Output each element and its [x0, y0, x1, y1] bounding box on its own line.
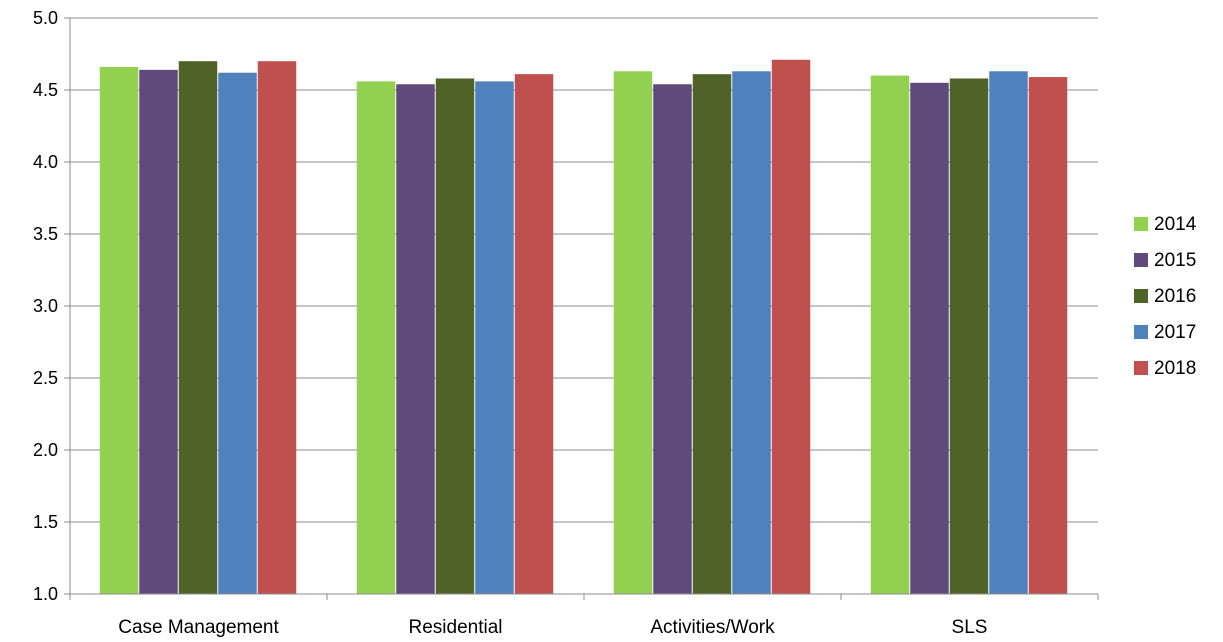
bar-2018-0 — [257, 61, 297, 594]
x-category-label: Case Management — [118, 617, 279, 638]
x-category-label: SLS — [952, 617, 988, 638]
x-axis-category-labels: Case Management Residential Activities/Wor… — [118, 617, 987, 638]
axes — [69, 18, 1099, 600]
legend-swatch-2018 — [1134, 361, 1148, 375]
y-tick-label: 1.0 — [33, 584, 58, 604]
legend-label-2014: 2014 — [1154, 214, 1197, 235]
bar-2015-2 — [653, 84, 692, 595]
bar-2018-3 — [1028, 77, 1068, 595]
legend-swatch-2016 — [1134, 289, 1148, 303]
y-tick-label: 1.5 — [33, 512, 58, 532]
y-tick-label: 5.0 — [33, 8, 58, 28]
y-tick-label: 3.0 — [33, 296, 58, 316]
bar-2017-2 — [732, 71, 771, 594]
bar-2014-2 — [613, 71, 653, 594]
bar-2016-2 — [692, 74, 732, 594]
bar-2014-1 — [356, 81, 396, 595]
legend-swatch-2015 — [1134, 253, 1148, 267]
x-category-label: Residential — [409, 617, 503, 638]
bar-2018-2 — [771, 59, 811, 594]
y-tick-label: 4.5 — [33, 80, 58, 100]
bar-2015-0 — [139, 69, 178, 595]
bar-2014-3 — [870, 75, 910, 595]
bar-2017-1 — [475, 81, 514, 595]
legend-swatch-2014 — [1134, 217, 1148, 231]
bar-2016-3 — [949, 78, 989, 595]
legend-label-2017: 2017 — [1154, 322, 1196, 343]
legend-label-2016: 2016 — [1154, 286, 1196, 307]
bars — [99, 59, 1068, 595]
y-tick-label: 2.5 — [33, 368, 58, 388]
bar-2016-0 — [178, 61, 218, 594]
bar-2018-1 — [514, 74, 554, 594]
x-category-label: Activities/Work — [650, 617, 775, 638]
bar-2014-0 — [99, 66, 139, 594]
y-tick-label: 2.0 — [33, 440, 58, 460]
y-tick-label: 3.5 — [33, 224, 58, 244]
legend-label-2015: 2015 — [1154, 250, 1196, 271]
bar-2015-3 — [910, 82, 949, 595]
legend-label-2018: 2018 — [1154, 358, 1196, 379]
bar-2017-0 — [218, 72, 257, 595]
legend: 2014 2015 2016 2017 2018 — [1134, 214, 1197, 379]
bar-2017-3 — [989, 71, 1028, 594]
y-axis-tick-labels: 1.0 1.5 2.0 2.5 3.0 3.5 4.0 4.5 5.0 — [33, 8, 58, 604]
y-tick-label: 4.0 — [33, 152, 58, 172]
bar-2015-1 — [396, 84, 435, 595]
bar-2016-1 — [435, 78, 475, 595]
legend-swatch-2017 — [1134, 325, 1148, 339]
